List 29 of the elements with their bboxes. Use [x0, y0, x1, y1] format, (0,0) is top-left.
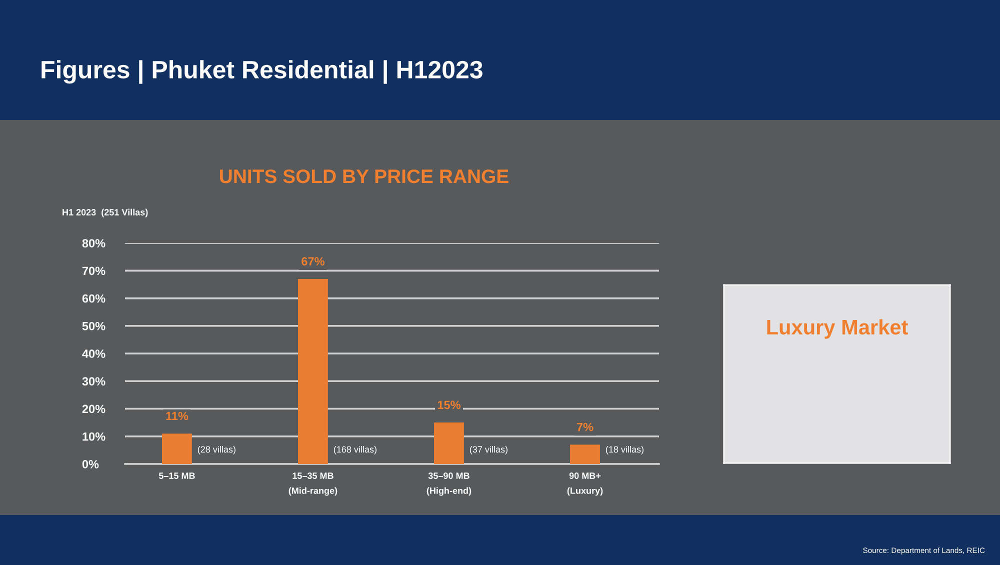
y-axis-title: H1 2023 (251 Villas) — [62, 208, 148, 218]
data-label: 7% — [576, 422, 594, 432]
y-tick-label: 50% — [82, 322, 106, 330]
bar — [298, 278, 328, 464]
bar — [162, 434, 192, 464]
chart-subtitle: UNITS SOLD BY PRICE RANGE — [220, 169, 508, 184]
x-tick-label: 15–35 MB (Mid-range) — [288, 472, 338, 496]
y-tick-label: 80% — [82, 239, 106, 248]
y-tick-label: 30% — [82, 377, 106, 386]
annotation: (37 villas) — [470, 446, 508, 454]
annotation: (18 villas) — [606, 446, 644, 454]
y-tick-label: 20% — [82, 404, 106, 414]
annotation: (28 villas) — [198, 446, 236, 454]
x-tick-label: 90 MB+ (Luxury) — [567, 472, 603, 496]
y-tick-label: 10% — [82, 432, 106, 441]
x-tick-label: 35–90 MB (High-end) — [426, 472, 472, 496]
text: Luxury Market — [767, 319, 908, 339]
data-label: 67% — [302, 257, 324, 266]
x-tick-label: 5–15 MB — [158, 472, 195, 479]
bar — [570, 444, 600, 464]
y-tick-label: 40% — [82, 350, 106, 358]
y-tick-label: 0% — [82, 460, 99, 468]
bar — [434, 422, 464, 464]
y-tick-label: 70% — [82, 266, 106, 276]
y-tick-label: 60% — [82, 294, 106, 303]
annotation: (168 villas) — [334, 446, 376, 454]
data-label: 15% — [438, 400, 460, 410]
data-label: 11% — [166, 412, 188, 420]
chart-title: Figures | Phuket Residential | H12023 — [42, 60, 482, 84]
